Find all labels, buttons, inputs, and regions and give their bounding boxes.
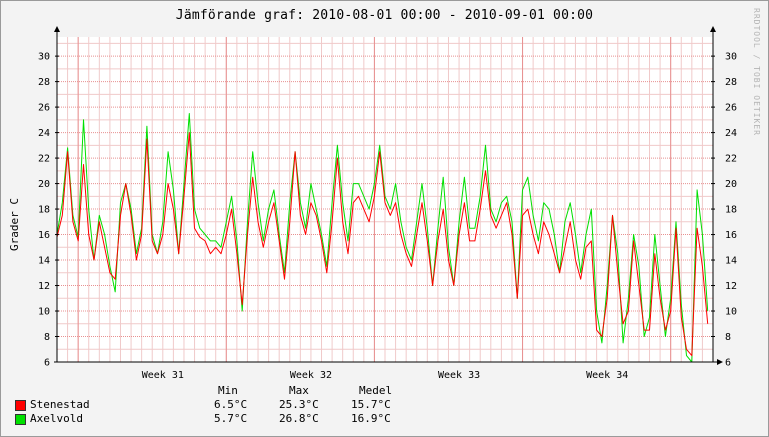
y-tick-label-left: 24	[38, 128, 50, 139]
y-tick-label-right: 26	[725, 103, 737, 114]
y-tick-label-left: 26	[38, 103, 50, 114]
stats-row-axelvold: Axelvold 5.7°C 26.8°C 16.9°C	[14, 412, 434, 426]
y-tick-label-left: 6	[44, 358, 50, 369]
axelvold-color-swatch	[15, 414, 26, 425]
y-axis-arrow-right	[710, 26, 716, 32]
y-tick-label-right: 10	[725, 307, 737, 318]
axelvold-label: Axelvold	[30, 412, 83, 425]
y-tick-label-left: 8	[44, 332, 50, 343]
y-tick-label-left: 30	[38, 52, 50, 63]
series-line-stenestad	[56, 132, 709, 357]
y-tick-label-right: 14	[725, 256, 737, 267]
stenestad-color-swatch	[15, 400, 26, 411]
stats-header-row: Min Max Medel	[14, 384, 434, 398]
stenestad-mean: 15.7°C	[351, 398, 391, 411]
y-tick-label-right: 22	[725, 154, 737, 165]
y-tick-label-left: 22	[38, 154, 50, 165]
y-tick-label-right: 28	[725, 77, 737, 88]
stats-header-min: Min	[218, 384, 238, 397]
y-tick-label-right: 18	[725, 205, 737, 216]
x-tick-label: Week 31	[142, 370, 184, 381]
axelvold-mean: 16.9°C	[351, 412, 391, 425]
y-tick-label-left: 10	[38, 307, 50, 318]
y-tick-label-left: 28	[38, 77, 50, 88]
x-tick-label: Week 33	[438, 370, 480, 381]
x-axis-arrow	[717, 359, 723, 365]
y-tick-label-left: 16	[38, 230, 50, 241]
y-tick-label-left: 20	[38, 179, 50, 190]
watermark: RRDTOOL / TOBI OETIKER	[752, 8, 761, 136]
stats-header-max: Max	[289, 384, 309, 397]
y-tick-label-right: 6	[725, 358, 731, 369]
stenestad-min: 6.5°C	[214, 398, 248, 411]
y-tick-label-left: 18	[38, 205, 50, 216]
y-tick-label-left: 14	[38, 256, 50, 267]
stats-header-mean: Medel	[359, 384, 393, 397]
stats-row-stenestad: Stenestad 6.5°C 25.3°C 15.7°C	[14, 398, 434, 412]
axelvold-max: 26.8°C	[279, 412, 319, 425]
y-tick-label-right: 24	[725, 128, 737, 139]
y-tick-label-left: 12	[38, 281, 50, 292]
y-tick-label-right: 30	[725, 52, 737, 63]
stenestad-max: 25.3°C	[279, 398, 319, 411]
y-tick-label-right: 12	[725, 281, 737, 292]
chart-title: Jämförande graf: 2010-08-01 00:00 - 2010…	[175, 8, 594, 23]
axelvold-min: 5.7°C	[214, 412, 248, 425]
stats-legend: Min Max Medel Stenestad 6.5°C 25.3°C 15.…	[14, 384, 434, 426]
x-tick-label: Week 34	[586, 370, 628, 381]
y-tick-label-right: 16	[725, 230, 737, 241]
x-tick-label: Week 32	[290, 370, 332, 381]
stenestad-label: Stenestad	[30, 398, 90, 411]
y-axis-arrow-left	[54, 26, 60, 32]
series-line-axelvold	[56, 113, 709, 363]
y-tick-label-right: 20	[725, 179, 737, 190]
y-tick-label-right: 8	[725, 332, 731, 343]
